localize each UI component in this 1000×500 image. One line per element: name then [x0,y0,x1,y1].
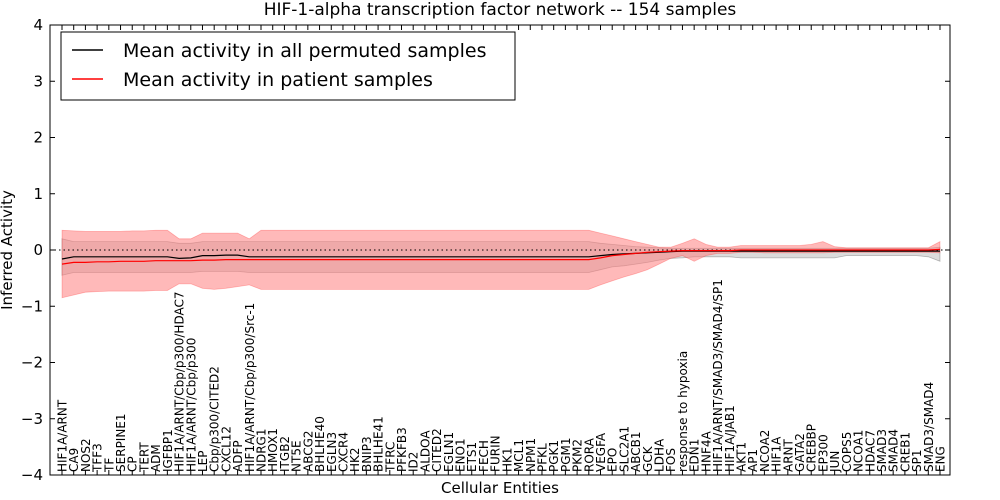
x-tick-label: NPM1 [524,438,538,472]
x-tick-label: PFKL [536,443,550,472]
legend-label-patient: Mean activity in patient samples [123,69,433,91]
x-tick-label: HMOX1 [266,428,280,472]
x-tick-label: TFRC [383,442,397,473]
x-tick-label: ABCG2 [301,430,315,472]
x-tick-label: BNIP3 [360,436,374,472]
x-tick-label: SERPINE1 [114,413,128,472]
x-axis-label: Cellular Entities [441,479,559,497]
x-tick-label: ITGB2 [278,436,292,472]
x-tick-label: HIF1A/ARNT/Cbp/p300 [184,338,198,472]
x-tick-label: PGM1 [559,437,573,472]
y-axis-label: Inferred Activity [0,190,16,310]
x-tick-label: NCOA1 [852,430,866,472]
y-tick-label: −2 [21,354,43,372]
x-tick-label: LEP [196,451,210,473]
x-tick-label: Cbp/p300/CITED2 [208,366,222,472]
x-tick-label: SMAD4 [887,429,901,472]
y-tick-label: −4 [21,466,43,484]
x-tick-label: JUN [828,451,842,473]
x-tick-label: HIF1A/ARNT/SMAD3/SMAD4/SP1 [711,279,725,472]
x-tick-label: SMAD3/SMAD4 [922,382,936,472]
plot-area: −4 −3 −2 −1 0 1 2 3 4 HIF1A/ARNTCA9NOS2TFF3TFSERP… [21,16,951,484]
x-tick-label: ENG [934,446,948,472]
x-tick-label: GCK [641,445,655,472]
x-tick-label: TF [102,458,116,473]
legend-box [60,31,516,101]
x-tick-label: MCL1 [512,439,526,472]
x-tick-label: PKM2 [571,439,585,472]
x-tick-label: ID2 [407,452,421,472]
legend: Mean activity in all permuted samples Me… [60,31,516,101]
x-tick-label: NDRG1 [255,428,269,472]
x-tick-label: EGLN3 [325,432,339,472]
x-tick-label: CA9 [67,448,81,472]
x-tick-label: response to hypoxia [676,351,690,472]
x-tick-label: HK2 [348,448,362,473]
x-tick-label: EP300 [816,434,830,472]
x-tick-label: VEGFA [594,432,608,472]
x-tick-label: RORA [582,437,596,472]
x-tick-label: FURIN [489,435,503,472]
x-tick-label: CREBBP [805,424,819,472]
legend-label-permuted: Mean activity in all permuted samples [123,40,486,62]
x-tick-label: LDHA [653,438,667,472]
x-tick-label: CXCL12 [219,426,233,472]
x-tick-label: NT5E [290,440,304,472]
x-tick-label: NOS2 [79,438,93,472]
x-tick-label: ABCB1 [629,431,643,471]
x-tick-label: HIF1A/ARNT/Cbp/p300/Src-1 [243,303,257,472]
series-line-0 [61,250,940,260]
x-tick-label: CXCR4 [337,432,351,472]
x-tick-label: BHLHE40 [313,416,327,472]
y-tick-label: −3 [21,410,43,428]
y-tick-label: 1 [33,185,43,203]
x-tick-label: ETS1 [465,442,479,472]
x-tick-label: EDN1 [688,439,702,472]
x-tick-label: HIF1A/JAB1 [723,405,737,472]
series-line-1 [61,248,941,265]
x-tick-label: IGFBP1 [161,429,175,472]
x-tick-label: TERT [137,442,151,473]
x-tick-label: FECH [477,440,491,472]
x-tick-label: ADFP [231,440,245,472]
x-tick-label: BHLHE41 [372,416,386,472]
x-tick-label: GATA2 [793,433,807,472]
x-tick-label: HIF1A [770,436,784,472]
y-tick-label: −1 [21,297,43,315]
x-tick-label: EGLN1 [442,432,456,472]
x-tick-label: AKT1 [735,442,749,472]
x-tick-label: HIF1A/ARNT/Cbp/p300/HDAC7 [173,291,187,472]
x-tick-label: PGK1 [547,440,561,472]
x-tick-label: ENO1 [454,438,468,472]
x-tick-label: CITED2 [430,428,444,472]
y-tick-label: 0 [33,241,43,259]
y-tick-label: 3 [33,72,43,90]
y-tick-label: 2 [33,129,43,147]
x-tick-label: NCOA2 [758,430,772,472]
x-tick-label: TFF3 [91,443,105,473]
chart-title: HIF-1-alpha transcription factor network… [264,0,737,20]
x-tick-label: AP1 [746,449,760,472]
x-tick-label: COPS5 [840,432,854,472]
x-tick-label: SLC2A1 [617,426,631,472]
x-tick-label: HIF1A/ARNT [56,399,70,472]
x-tick-label: FOS [664,448,678,472]
x-tick-label: PFKFB3 [395,427,409,472]
series-band-1 [61,229,941,299]
x-tick-label: CP [126,456,140,472]
x-tick-label: HDAC7 [863,430,877,472]
x-tick-label: HK1 [500,448,514,473]
x-tick-label: ARNT [781,438,795,472]
x-tick-label: EPO [606,448,620,472]
x-tick-label: SP1 [910,450,924,473]
x-tick-label: ADM [149,444,163,472]
x-tick-label: CREB1 [898,432,912,472]
y-tick-label: 4 [33,16,43,34]
x-tick-label: ALDOA [418,430,432,472]
x-tick-label: SMAD3 [875,429,889,472]
x-tick-label: HNF4A [699,430,713,472]
